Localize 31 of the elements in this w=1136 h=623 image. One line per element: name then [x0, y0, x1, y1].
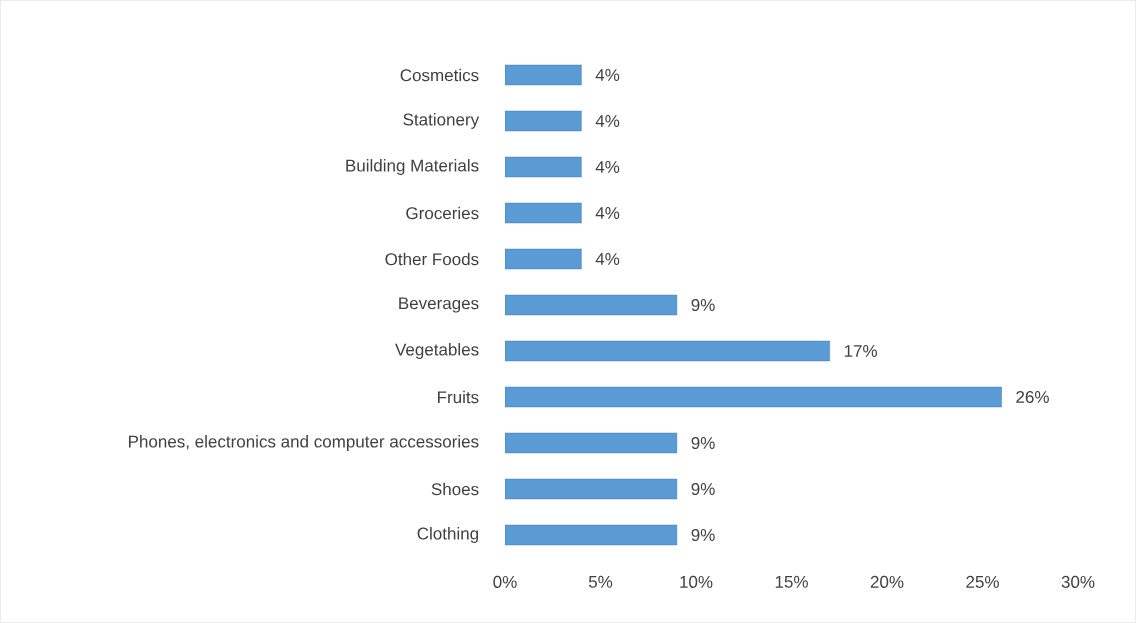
bar [505, 386, 1002, 408]
bar [505, 340, 830, 362]
y-tick-label: Other Foods [385, 252, 479, 266]
data-label: 4% [595, 69, 620, 81]
x-tick-label: 0% [493, 575, 517, 588]
x-tick-label: 30% [1061, 575, 1095, 588]
data-label: 9% [691, 436, 715, 450]
y-tick-label: Vegetables [395, 343, 479, 359]
y-tick-label: Shoes [431, 482, 479, 496]
y-tick-label: Phones, electronics and computer accessories [129, 435, 479, 451]
x-tick-label: 10% [680, 575, 713, 588]
data-label: 26% [1016, 390, 1049, 404]
data-label: 4% [595, 253, 620, 265]
data-label: 4% [595, 161, 620, 173]
data-label: 17% [844, 345, 877, 357]
x-tick-label: 15% [775, 575, 808, 588]
y-tick-label: Groceries [406, 206, 479, 220]
data-label: 4% [595, 207, 620, 219]
y-tick-label: Building Materials [346, 159, 479, 175]
y-tick-label: Cosmetics [400, 68, 479, 82]
data-label: 9% [691, 482, 715, 496]
x-tick-label: 25% [966, 575, 999, 588]
x-tick-label: 20% [870, 575, 904, 588]
data-label: 9% [691, 298, 715, 312]
x-tick-label: 5% [588, 575, 613, 588]
y-tick-label: Clothing [417, 527, 479, 543]
data-label: 4% [595, 115, 620, 127]
y-tick-label: Stationery [403, 113, 480, 129]
y-tick-label: Beverages [399, 297, 479, 313]
data-label: 9% [691, 528, 715, 542]
y-tick-label: Fruits [438, 390, 479, 404]
